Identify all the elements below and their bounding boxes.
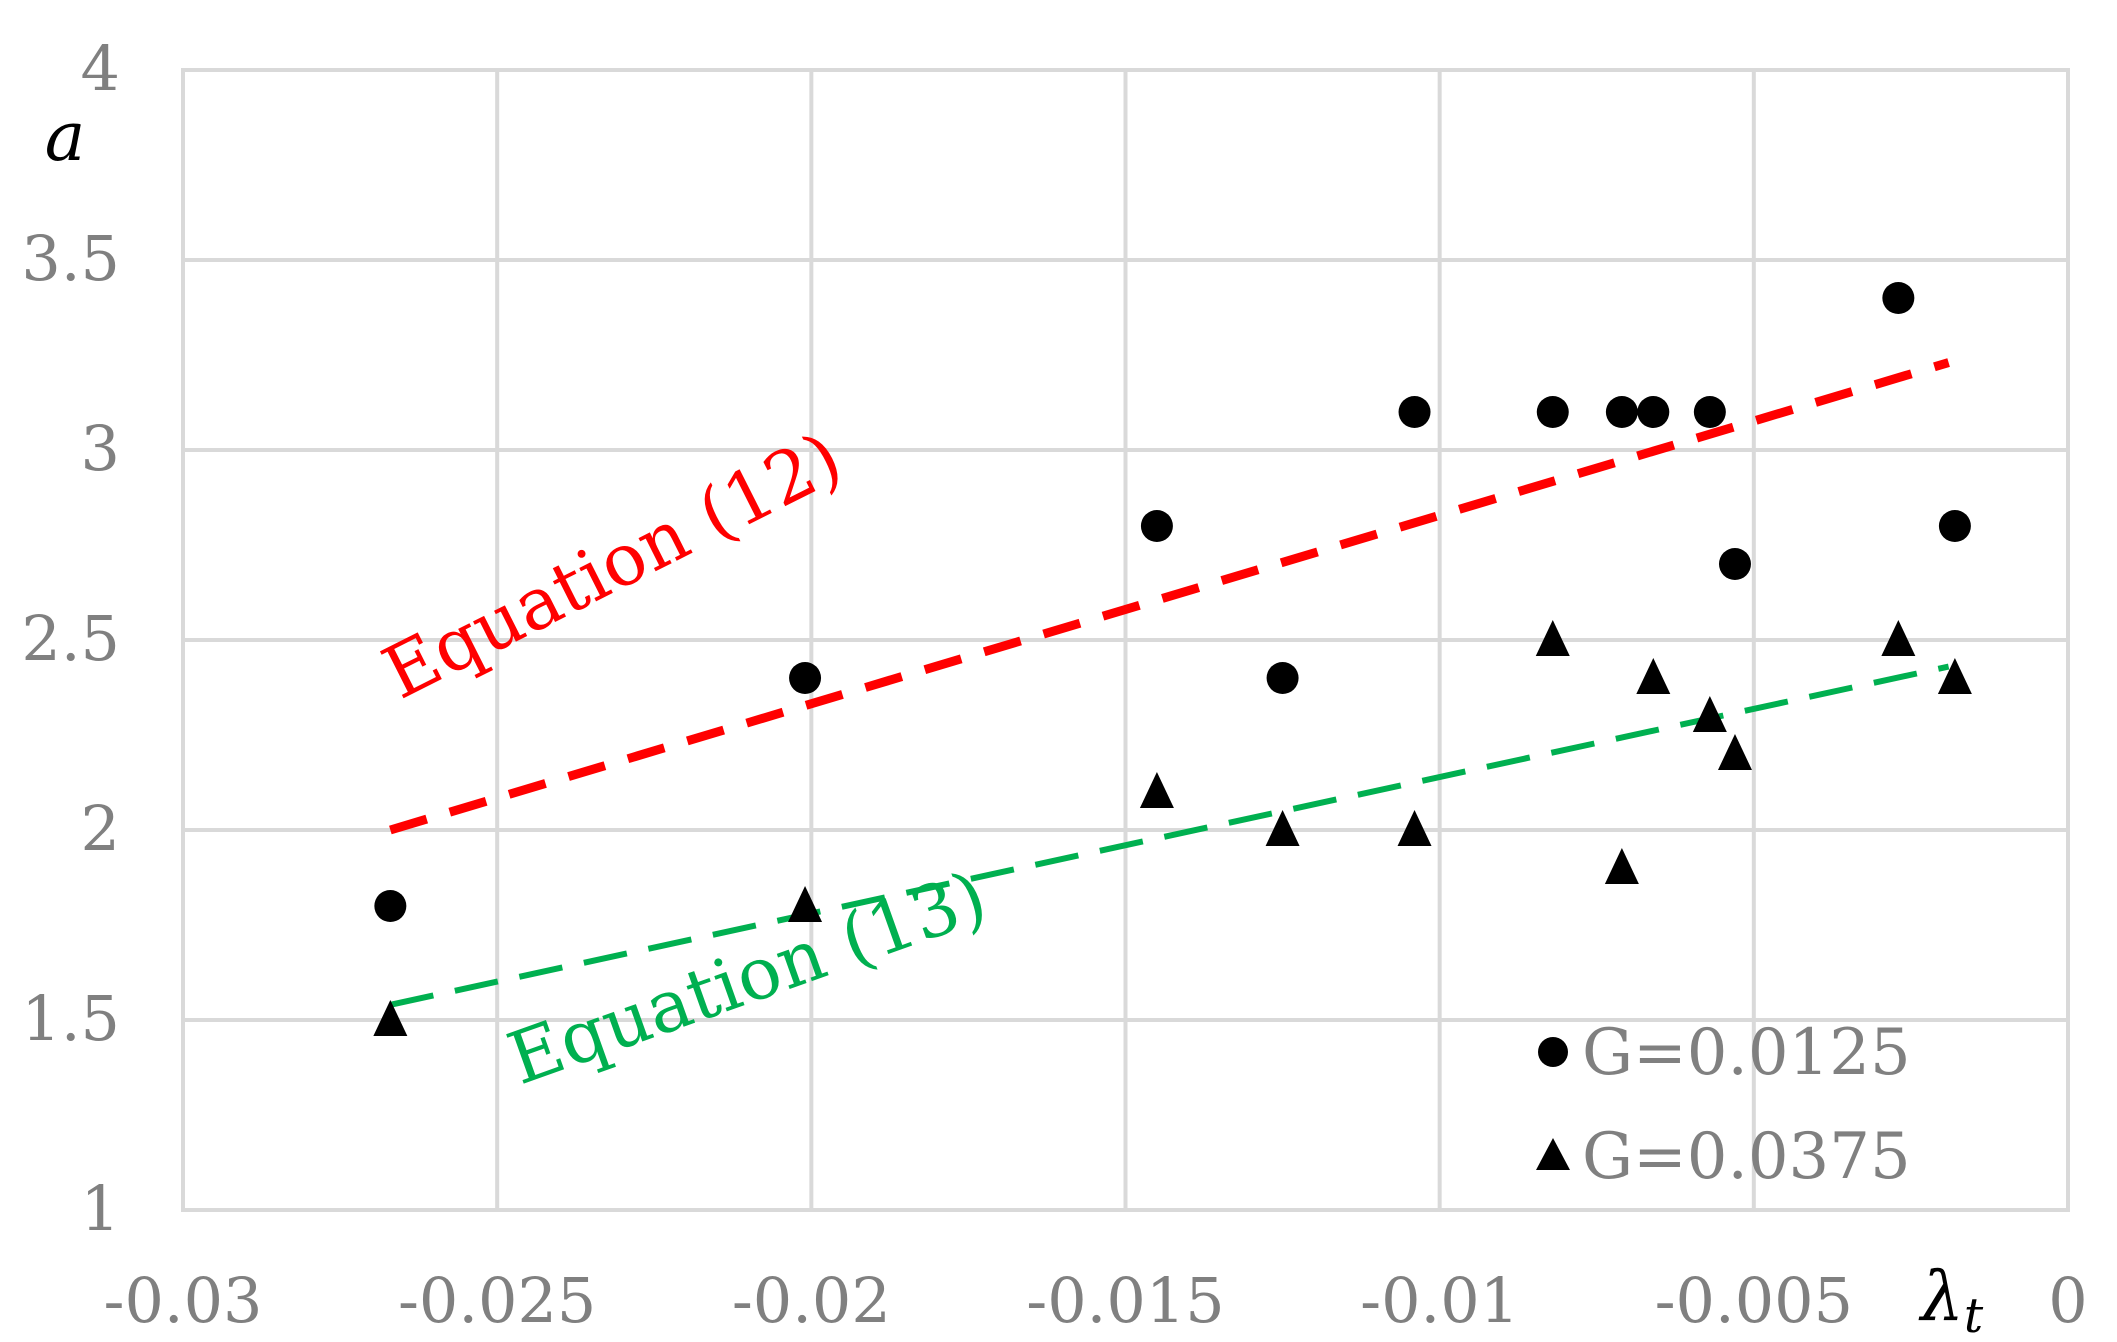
triangle-marker [1717, 734, 1752, 770]
y-tick-label: 2.5 [21, 602, 120, 675]
x-tick-label: -0.02 [732, 1264, 891, 1337]
circle-marker [374, 890, 407, 922]
triangle-marker [1139, 772, 1174, 808]
circle-marker [1882, 282, 1915, 314]
legend-label: G=0.0375 [1582, 1120, 1911, 1194]
circle-marker [1266, 662, 1299, 694]
fit-line [389, 358, 1950, 835]
data-points [373, 282, 1972, 1036]
y-tick-label: 1.5 [21, 982, 120, 1055]
legend-triangle-marker [1536, 1138, 1570, 1170]
triangle-marker [1535, 620, 1570, 656]
x-tick-label: -0.03 [104, 1264, 263, 1337]
triangle-marker [1265, 810, 1300, 846]
circle-marker [1536, 396, 1569, 428]
triangle-marker [1604, 848, 1639, 884]
x-axis-label-subscript: t [1964, 1288, 1984, 1342]
y-tick-label: 1 [81, 1172, 120, 1245]
x-tick-label: -0.025 [398, 1264, 596, 1337]
fit-line [389, 663, 1950, 1008]
x-tick-label: 0 [2048, 1264, 2087, 1337]
gridlines [181, 68, 2070, 1212]
y-tick-label: 3.5 [21, 222, 120, 295]
triangle-marker [1881, 620, 1916, 656]
circle-marker [1605, 396, 1638, 428]
y-tick-label: 2 [81, 792, 120, 865]
circle-marker [1718, 548, 1751, 580]
y-axis-label: a [45, 98, 86, 177]
triangle-marker [1397, 810, 1432, 846]
legend-label: G=0.0125 [1582, 1016, 1911, 1090]
triangle-marker [788, 886, 823, 922]
x-tick-label: -0.005 [1655, 1264, 1853, 1337]
fit-lines [389, 358, 1950, 1008]
circle-marker [1637, 396, 1670, 428]
triangle-marker [373, 1000, 408, 1036]
circle-marker [1140, 510, 1173, 542]
y-axis-tick-labels: 1 1.5 2 2.5 3 3.5 4 [21, 32, 120, 1245]
circle-marker [789, 662, 822, 694]
y-tick-label: 4 [81, 32, 120, 105]
circle-marker [1938, 510, 1971, 542]
triangle-marker [1937, 658, 1972, 694]
x-axis-tick-labels: -0.03 -0.025 -0.02 -0.015 -0.01 -0.005 0 [104, 1264, 2088, 1337]
legend: G=0.0125 G=0.0375 [1536, 1016, 1911, 1194]
x-tick-label: -0.015 [1026, 1264, 1224, 1337]
x-tick-label: -0.01 [1360, 1264, 1519, 1337]
circle-marker [1398, 396, 1431, 428]
x-axis-label-main: λ [1918, 1258, 1964, 1337]
plot-border [181, 68, 2070, 1212]
y-tick-label: 3 [81, 412, 120, 485]
triangle-marker [1636, 658, 1671, 694]
circle-marker [1693, 396, 1726, 428]
triangle-marker [1692, 696, 1727, 732]
legend-circle-marker [1538, 1037, 1568, 1067]
x-axis-label: λt [1918, 1258, 1984, 1342]
